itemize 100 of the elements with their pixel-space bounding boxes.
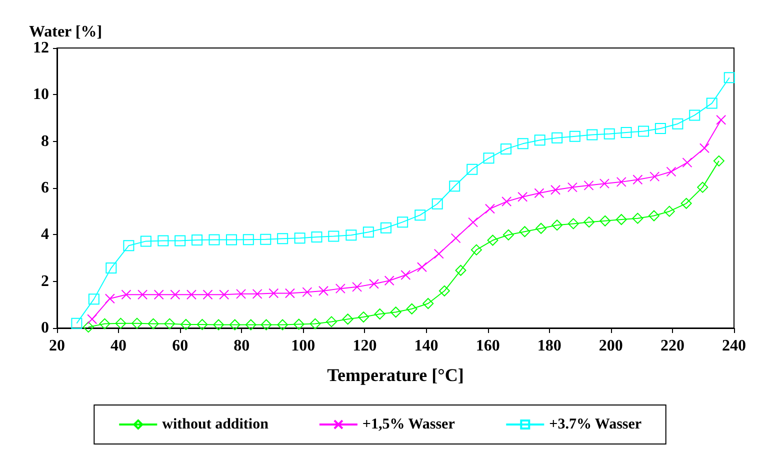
point: [449, 180, 460, 192]
point: [277, 233, 288, 244]
point: [121, 290, 132, 300]
point: [99, 318, 110, 330]
point: [654, 123, 666, 134]
point: [88, 294, 100, 305]
point: [599, 178, 610, 189]
point: [689, 110, 700, 121]
point: [242, 234, 254, 246]
x-tick-label: 240: [722, 338, 746, 354]
point: [680, 198, 692, 209]
point: [468, 217, 478, 228]
point: [192, 234, 203, 246]
point: [154, 290, 164, 300]
point: [368, 278, 379, 289]
point: [416, 262, 427, 272]
point: [616, 176, 626, 187]
point: [229, 319, 240, 330]
x-tick-label: 80: [234, 338, 250, 354]
point: [484, 204, 495, 214]
point: [406, 303, 418, 314]
point: [500, 144, 512, 155]
point: [104, 294, 115, 304]
x-tick-label: 200: [598, 338, 623, 354]
point: [202, 290, 213, 300]
point: [310, 318, 321, 330]
point: [466, 164, 478, 175]
x-tick-label: 60: [172, 338, 188, 354]
point: [648, 210, 660, 222]
point: [697, 182, 708, 193]
point: [140, 236, 152, 247]
point: [268, 288, 279, 298]
point: [219, 290, 230, 300]
point: [632, 174, 643, 185]
point: [620, 126, 632, 138]
x-tick-label: 140: [414, 338, 438, 354]
point: [260, 234, 272, 245]
x-tick-label: 20: [49, 338, 65, 354]
point: [260, 319, 272, 330]
point: [567, 182, 578, 192]
point: [672, 118, 684, 130]
point: [284, 288, 295, 298]
point: [138, 290, 148, 300]
point: [236, 288, 246, 299]
x-tick-label: 180: [537, 338, 562, 354]
point: [226, 234, 237, 246]
point: [552, 220, 563, 231]
point: [664, 206, 675, 217]
point: [358, 312, 369, 323]
point: [716, 114, 726, 125]
point: [432, 198, 443, 210]
point: [584, 180, 594, 190]
legend-label: without addition: [162, 416, 270, 432]
point: [713, 155, 724, 166]
point: [174, 235, 186, 246]
point: [400, 270, 411, 280]
point: [422, 298, 434, 309]
point: [638, 126, 650, 137]
point: [450, 233, 461, 244]
point: [682, 158, 692, 168]
legend-label: +3.7% Wasser: [549, 416, 642, 432]
point: [87, 314, 98, 324]
point: [293, 318, 304, 330]
point: [170, 290, 180, 300]
point: [483, 152, 494, 164]
point: [724, 72, 735, 84]
point: [196, 319, 208, 330]
y-tick-label: 10: [33, 86, 49, 104]
point: [534, 134, 546, 146]
point: [604, 128, 615, 140]
point: [252, 288, 262, 299]
point: [502, 196, 512, 207]
point: [632, 212, 644, 224]
point: [519, 226, 530, 238]
point: [346, 230, 357, 241]
x-tick-label: 100: [291, 338, 316, 354]
point: [213, 319, 224, 330]
point: [148, 318, 159, 330]
point: [277, 319, 288, 330]
point: [470, 244, 482, 256]
point: [186, 290, 196, 300]
point: [568, 218, 579, 230]
x-tick-label: 120: [352, 338, 377, 354]
y-tick-label: 4: [41, 226, 49, 244]
point: [455, 264, 466, 276]
point: [208, 234, 220, 246]
point: [115, 318, 126, 329]
point: [380, 222, 392, 234]
point: [650, 172, 660, 182]
point: [318, 286, 328, 296]
point: [164, 318, 176, 330]
point: [180, 319, 192, 330]
x-axis-title: Temperature [°C]: [327, 365, 464, 385]
point: [245, 319, 256, 330]
point: [550, 184, 561, 195]
point: [352, 282, 362, 292]
point: [534, 188, 544, 198]
point: [384, 276, 394, 286]
point: [699, 143, 710, 154]
point: [294, 232, 306, 244]
